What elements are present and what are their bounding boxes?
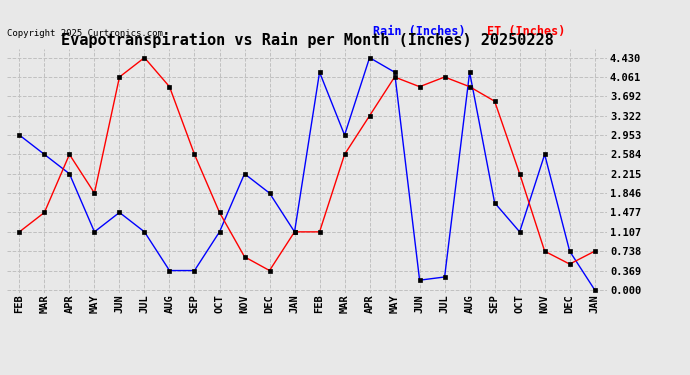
Text: Rain (Inches): Rain (Inches): [373, 26, 466, 38]
Title: Evapotranspiration vs Rain per Month (Inches) 20250228: Evapotranspiration vs Rain per Month (In…: [61, 32, 553, 48]
Text: Copyright 2025 Curtronics.com: Copyright 2025 Curtronics.com: [7, 28, 163, 38]
Text: ET (Inches): ET (Inches): [487, 26, 566, 38]
